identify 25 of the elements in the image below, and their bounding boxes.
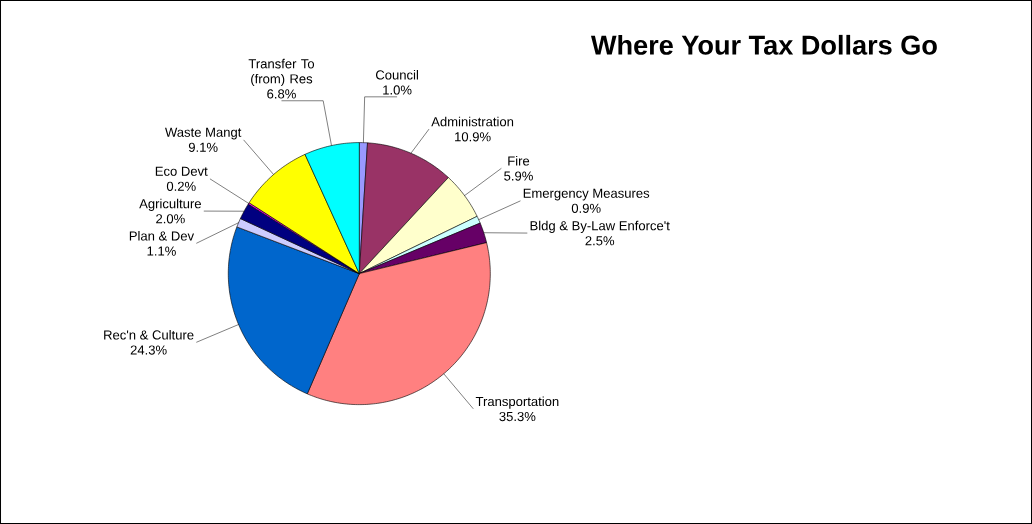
data-label: 2.0% xyxy=(156,214,185,224)
data-label: 35.3% xyxy=(499,411,536,422)
data-label: 2.5% xyxy=(585,236,615,246)
slice-label: Fire xyxy=(508,155,530,166)
slice-label: Plan & Dev xyxy=(129,231,195,241)
data-label: 0.2% xyxy=(166,181,196,191)
data-label: 10.9% xyxy=(455,132,491,142)
data-label: 0.9% xyxy=(571,203,601,213)
slice-label: Rec'n & Culture xyxy=(104,329,194,340)
slice-label: Transportation xyxy=(475,396,559,409)
slice-label: Emergency Measures xyxy=(523,188,650,201)
data-label: 9.1% xyxy=(188,142,218,152)
slice-label: Administration xyxy=(431,116,514,127)
data-label: 5.9% xyxy=(504,171,533,181)
slice-label: Transfer To (from) Res xyxy=(248,58,315,87)
data-label: 1.1% xyxy=(147,246,176,256)
slice-label: Agriculture xyxy=(139,198,201,211)
data-label: 6.8% xyxy=(267,89,296,99)
data-label: 24.3% xyxy=(130,345,167,355)
slice-label: Waste Mangt xyxy=(165,127,242,140)
slice-label: Bldg & By-Law Enforce't xyxy=(530,220,670,233)
data-label: 1.0% xyxy=(383,85,412,95)
slice-label: Eco Devt xyxy=(155,166,208,176)
text: Where Your Tax Dollars Go xyxy=(590,34,937,55)
slice-label: Council xyxy=(375,69,418,80)
